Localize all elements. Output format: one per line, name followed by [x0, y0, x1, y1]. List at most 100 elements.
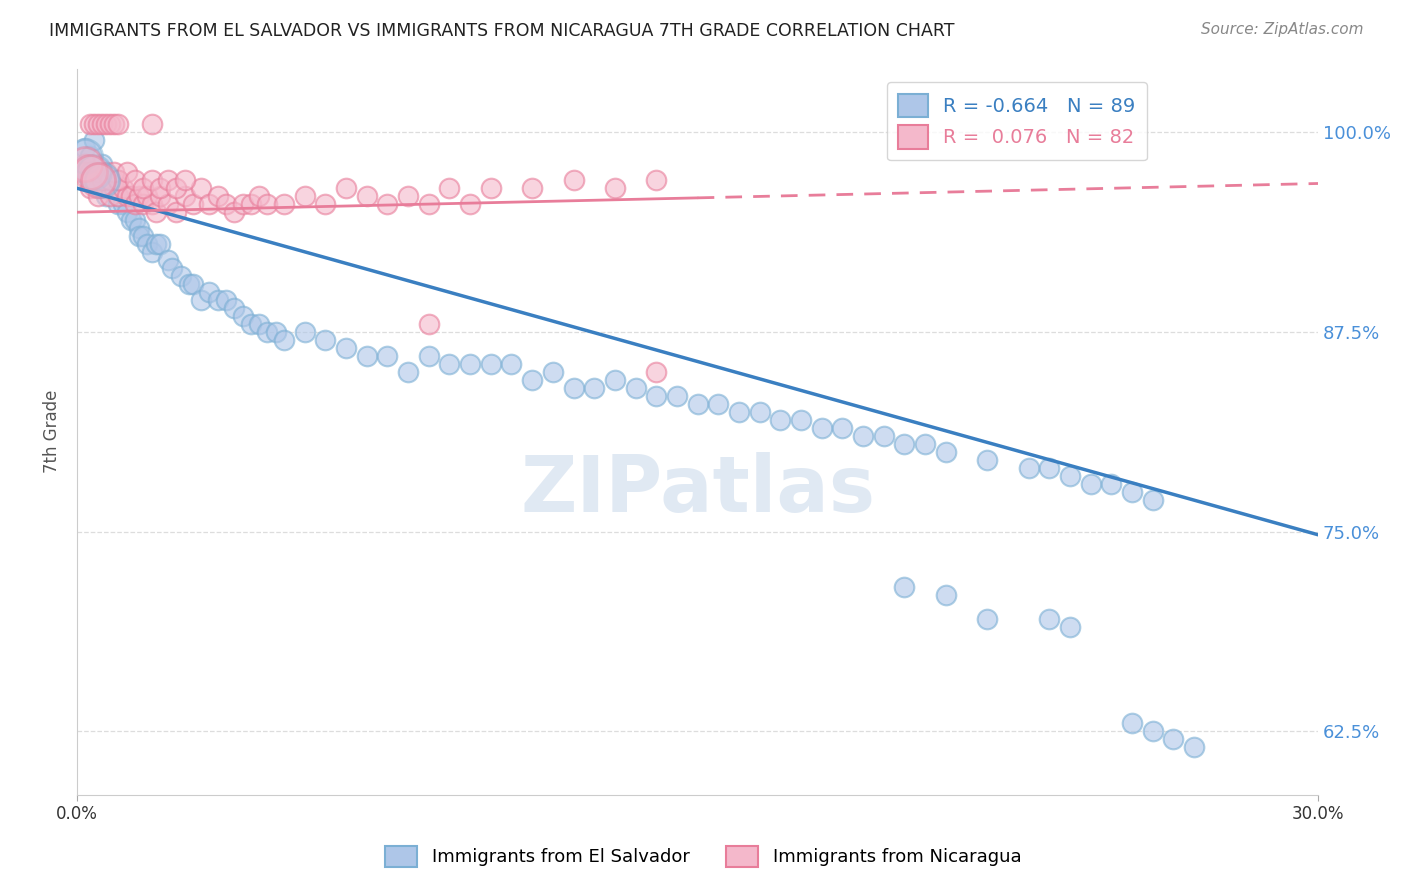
Point [83, 173, 105, 187]
Legend: Immigrants from El Salvador, Immigrants from Nicaragua: Immigrants from El Salvador, Immigrants … [378, 838, 1028, 874]
Point [396, 365, 419, 379]
Point [75, 149, 97, 163]
Point [111, 181, 134, 195]
Point [239, 197, 262, 211]
Point [645, 389, 668, 403]
Point [115, 165, 138, 179]
Text: IMMIGRANTS FROM EL SALVADOR VS IMMIGRANTS FROM NICARAGUA 7TH GRADE CORRELATION C: IMMIGRANTS FROM EL SALVADOR VS IMMIGRANT… [49, 22, 955, 40]
Point [935, 444, 957, 458]
Point [165, 181, 187, 195]
Point [1182, 740, 1205, 755]
Point [520, 181, 543, 195]
Point [790, 413, 813, 427]
Point [94, 181, 117, 195]
Point [562, 381, 585, 395]
Point [87, 173, 110, 187]
Point [145, 237, 167, 252]
Point [198, 197, 221, 211]
Point [87, 181, 110, 195]
Point [686, 397, 709, 411]
Point [224, 301, 246, 315]
Point [852, 429, 875, 443]
Point [120, 213, 142, 227]
Point [79, 149, 101, 163]
Point [377, 349, 399, 363]
Point [177, 277, 200, 291]
Point [603, 181, 626, 195]
Point [107, 173, 129, 187]
Point [90, 173, 112, 187]
Point [75, 157, 97, 171]
Point [256, 197, 278, 211]
Point [198, 285, 221, 299]
Point [215, 293, 238, 307]
Point [418, 349, 440, 363]
Point [893, 436, 915, 450]
Point [562, 173, 585, 187]
Point [1163, 732, 1185, 747]
Point [173, 173, 195, 187]
Point [107, 117, 129, 131]
Point [132, 229, 155, 244]
Point [124, 197, 146, 211]
Point [439, 181, 461, 195]
Point [79, 181, 101, 195]
Point [87, 165, 110, 179]
Point [75, 141, 97, 155]
Point [157, 197, 180, 211]
Point [479, 357, 502, 371]
Point [90, 173, 112, 187]
Point [90, 165, 112, 179]
Point [87, 181, 110, 195]
Point [128, 221, 150, 235]
Text: Source: ZipAtlas.com: Source: ZipAtlas.com [1201, 22, 1364, 37]
Point [75, 165, 97, 179]
Point [707, 397, 730, 411]
Point [141, 197, 163, 211]
Point [769, 413, 792, 427]
Point [87, 117, 110, 131]
Point [893, 581, 915, 595]
Point [141, 117, 163, 131]
Point [107, 189, 129, 203]
Point [439, 357, 461, 371]
Point [190, 293, 212, 307]
Point [79, 117, 101, 131]
Point [294, 189, 316, 203]
Point [149, 189, 172, 203]
Point [111, 197, 134, 211]
Point [377, 197, 399, 211]
Point [181, 277, 204, 291]
Point [541, 365, 564, 379]
Point [810, 421, 832, 435]
Point [162, 261, 184, 276]
Point [1059, 468, 1081, 483]
Point [190, 181, 212, 195]
Point [935, 589, 957, 603]
Point [83, 173, 105, 187]
Point [356, 349, 378, 363]
Point [873, 429, 896, 443]
Point [224, 205, 246, 219]
Point [79, 165, 101, 179]
Point [83, 165, 105, 179]
Point [232, 309, 254, 323]
Point [1059, 620, 1081, 634]
Point [748, 405, 770, 419]
Point [103, 173, 125, 187]
Point [149, 237, 172, 252]
Point [520, 373, 543, 387]
Point [87, 165, 110, 179]
Point [103, 165, 125, 179]
Point [1142, 492, 1164, 507]
Point [98, 117, 121, 131]
Point [583, 381, 606, 395]
Point [273, 197, 295, 211]
Point [728, 405, 751, 419]
Point [169, 269, 191, 284]
Point [256, 325, 278, 339]
Point [215, 197, 238, 211]
Point [90, 117, 112, 131]
Point [314, 197, 336, 211]
Point [1121, 484, 1143, 499]
